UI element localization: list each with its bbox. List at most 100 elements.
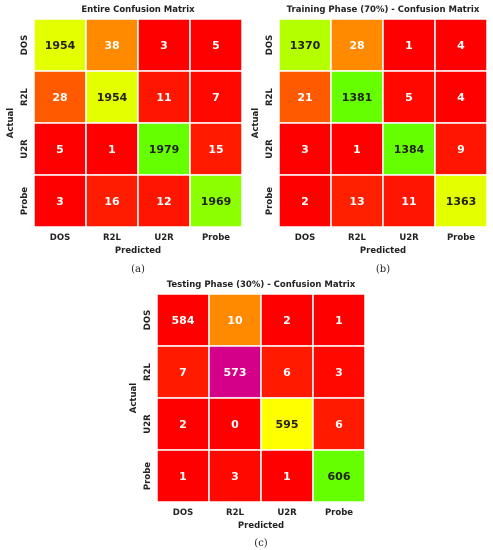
chart-title: Testing Phase (30%) - Confusion Matrix (167, 280, 356, 290)
heatmap-cell (382, 174, 436, 228)
y-axis-label: Actual (251, 108, 261, 138)
x-tick-label: U2R (154, 233, 174, 243)
heatmap-cell (434, 70, 488, 124)
x-tick-label: Probe (325, 508, 353, 518)
y-axis-label: Actual (6, 108, 16, 138)
heatmap-cell (434, 122, 488, 176)
cell-value-label: 7 (212, 91, 220, 104)
heatmap-panel-2: Training Phase (70%) - Confusion Matrix 1… (251, 5, 488, 275)
heatmap-cell (189, 70, 243, 124)
x-tick-label: DOS (173, 508, 193, 518)
y-tick-label: DOS (143, 310, 153, 330)
y-tick-label: R2L (20, 87, 30, 105)
y-tick-label: DOS (20, 35, 30, 55)
x-axis-label: Predicted (238, 521, 284, 531)
cell-value-label: 12 (156, 195, 171, 208)
cell-value-label: 4 (457, 39, 465, 52)
heatmap-cell (330, 18, 384, 72)
cell-value-label: 21 (297, 91, 312, 104)
y-axis-label: Actual (129, 383, 139, 413)
x-tick-label: DOS (295, 233, 315, 243)
heatmap-cell (33, 174, 87, 228)
heatmap-panel-3: Testing Phase (30%) - Confusion Matrix 58… (129, 280, 366, 549)
cell-value-label: 1 (353, 143, 361, 156)
cell-value-label: 1969 (201, 195, 232, 208)
heatmap-cell (85, 174, 139, 228)
heatmap-cell (208, 449, 262, 503)
heatmap-cell (382, 18, 436, 72)
cell-value-label: 38 (104, 39, 119, 52)
cell-value-label: 6 (283, 366, 291, 379)
heatmap-cell (189, 122, 243, 176)
cell-value-label: 595 (276, 418, 299, 431)
cell-value-label: 7 (179, 366, 187, 379)
y-tick-label: U2R (143, 414, 153, 434)
heatmap-panel-1: Entire Confusion Matrix 1954 38 3 5 28 1954 11 7… (6, 5, 243, 275)
cell-value-label: 13 (349, 195, 364, 208)
cell-value-label: 1979 (149, 143, 180, 156)
subfigure-caption: (b) (376, 264, 390, 275)
cell-value-label: 606 (328, 470, 351, 483)
cell-value-label: 6 (335, 418, 343, 431)
cell-value-label: 5 (405, 91, 413, 104)
cell-value-label: 3 (56, 195, 64, 208)
heatmap-cell (434, 174, 488, 228)
heatmap-cell (278, 174, 332, 228)
cell-value-label: 2 (301, 195, 309, 208)
heatmap-cell (312, 397, 366, 451)
subfigure-caption: (a) (131, 264, 145, 275)
cell-value-label: 11 (156, 91, 171, 104)
cell-value-label: 1363 (446, 195, 477, 208)
heatmap-cell (156, 345, 210, 399)
y-tick-label: R2L (265, 87, 275, 105)
x-tick-label: Probe (447, 233, 475, 243)
x-axis-label: Predicted (360, 246, 406, 256)
heatmap-cell (208, 397, 262, 451)
cell-value-label: 16 (104, 195, 120, 208)
cell-value-label: 5 (212, 39, 220, 52)
heatmap-cell (312, 293, 366, 347)
cell-value-label: 28 (349, 39, 364, 52)
heatmap-cell (330, 70, 384, 124)
subfigure-caption: (c) (254, 538, 268, 549)
heatmap-cell (260, 449, 314, 503)
cell-value-label: 1954 (45, 39, 76, 52)
x-tick-label: U2R (399, 233, 419, 243)
heatmap-cell (434, 18, 488, 72)
cell-value-label: 2 (283, 314, 291, 327)
cell-value-label: 573 (224, 366, 247, 379)
cell-value-label: 1 (405, 39, 413, 52)
cell-value-label: 3 (231, 470, 239, 483)
heatmap-cell (85, 122, 139, 176)
heatmap-cell (189, 174, 243, 228)
heatmap-cell (189, 18, 243, 72)
heatmap-cell (312, 449, 366, 503)
cell-value-label: 4 (457, 91, 465, 104)
chart-title: Entire Confusion Matrix (81, 5, 195, 15)
heatmap-cell (156, 449, 210, 503)
cell-value-label: 1954 (97, 91, 128, 104)
cell-value-label: 10 (227, 314, 243, 327)
cell-value-label: 1 (335, 314, 343, 327)
cell-value-label: 3 (335, 366, 343, 379)
cell-value-label: 1381 (342, 91, 373, 104)
y-tick-label: Probe (265, 187, 275, 215)
cell-value-label: 5 (56, 143, 64, 156)
x-axis-label: Predicted (115, 246, 161, 256)
x-tick-label: R2L (226, 508, 244, 518)
cell-value-label: 15 (208, 143, 223, 156)
heatmap-cell (278, 18, 332, 72)
x-tick-label: R2L (103, 233, 121, 243)
heatmap-cell (278, 70, 332, 124)
y-tick-label: R2L (143, 362, 153, 380)
cell-value-label: 1 (179, 470, 187, 483)
cell-value-label: 0 (231, 418, 239, 431)
cell-value-label: 1384 (394, 143, 425, 156)
cell-value-label: 28 (52, 91, 67, 104)
heatmap-cell (85, 70, 139, 124)
x-tick-label: U2R (277, 508, 297, 518)
cell-value-label: 3 (301, 143, 309, 156)
cell-value-label: 584 (172, 314, 195, 327)
y-tick-label: DOS (265, 35, 275, 55)
cell-value-label: 1 (108, 143, 116, 156)
